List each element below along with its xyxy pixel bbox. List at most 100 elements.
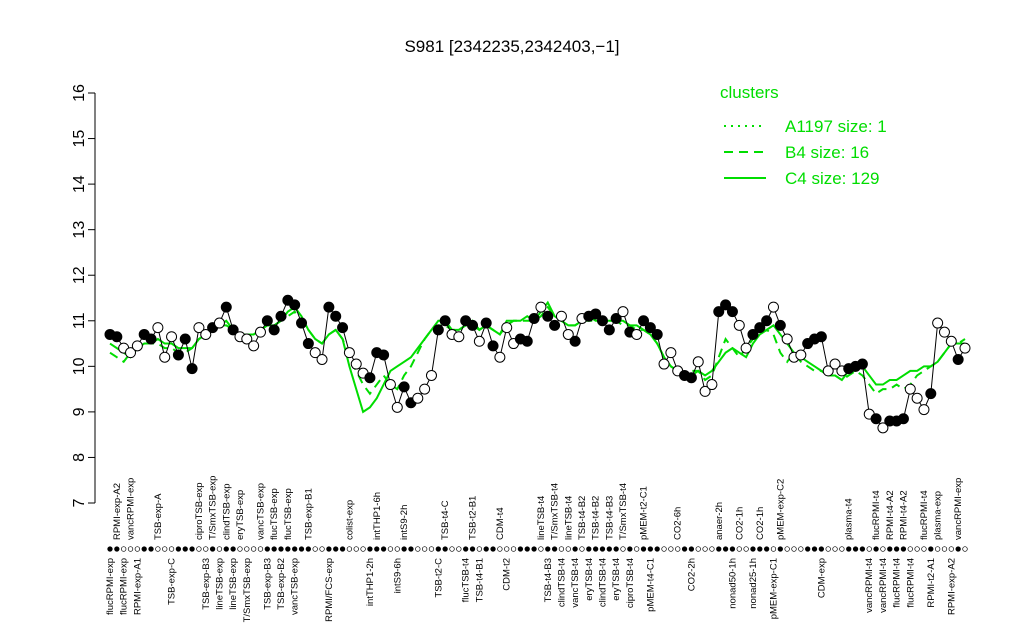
- x-tick-label: TSB-t4-B3: [543, 558, 554, 602]
- rug-dot: [483, 546, 489, 552]
- rug-dot: [688, 546, 695, 552]
- point: [241, 333, 253, 345]
- chart-title: S981 [2342235,2342403,−1]: [404, 37, 619, 56]
- point: [542, 310, 554, 322]
- point: [596, 315, 608, 327]
- x-tick-label: TSB-t4-B2: [577, 496, 588, 540]
- rug-dot: [148, 546, 154, 552]
- x-tick-label: T/SmxTSB-exp: [242, 558, 253, 622]
- point: [959, 342, 971, 354]
- x-tick-label: CDM-exp: [816, 558, 827, 598]
- x-tick-label: flucRPMI-t4: [919, 490, 930, 540]
- point: [378, 349, 390, 361]
- x-tick-label: vancRPMI-t4: [878, 558, 889, 613]
- legend-label: B4 size: 16: [785, 143, 869, 162]
- x-tick-label: plasma-exp: [933, 491, 944, 540]
- rug-dot: [586, 546, 592, 552]
- rug-dot: [449, 546, 455, 552]
- y-tick-label: 8: [71, 453, 88, 462]
- rug-dot: [401, 546, 407, 552]
- rug-dot: [442, 546, 448, 552]
- point: [740, 342, 752, 354]
- rug-dot: [326, 546, 332, 552]
- x-tick-label: CO2-6h: [673, 507, 684, 540]
- point: [350, 358, 362, 370]
- rug-dot: [599, 546, 606, 552]
- rug-dot: [203, 546, 209, 552]
- point: [815, 331, 827, 343]
- x-tick-label: lineTSB-t4: [536, 496, 547, 540]
- x-tick-label: TSB-t4-B2: [591, 496, 602, 540]
- point: [569, 335, 581, 347]
- point: [398, 381, 410, 393]
- point: [774, 319, 786, 331]
- point: [432, 324, 444, 336]
- rug-dot: [353, 546, 359, 552]
- point: [337, 322, 349, 334]
- point: [897, 413, 909, 425]
- rug-dot: [469, 546, 476, 552]
- rug-dot: [880, 546, 886, 552]
- rug-dot: [763, 546, 770, 552]
- rug-dot: [134, 546, 141, 552]
- rug-dot: [230, 546, 236, 552]
- y-tick-label: 9: [71, 407, 88, 416]
- point: [186, 363, 198, 375]
- point: [261, 315, 273, 327]
- rug-dot: [572, 546, 578, 552]
- rug-dot: [244, 546, 250, 552]
- x-tick-label: CO2-2h: [686, 558, 697, 591]
- x-tick-label: vancRPMI-t4: [864, 558, 875, 613]
- x-tick-label: CO2-1h: [734, 507, 745, 540]
- x-tick-label: RPMI-t2-A1: [926, 558, 937, 608]
- rug-dot: [825, 546, 831, 552]
- y-tick-label: 12: [71, 266, 88, 284]
- rug-dot: [722, 546, 729, 552]
- x-tick-label: lineTSB-t4: [563, 496, 574, 540]
- x-tick-label: RPMI-t4-A2: [898, 490, 909, 540]
- point: [425, 369, 437, 381]
- rug-dot: [606, 546, 612, 552]
- point: [343, 347, 355, 359]
- x-tick-label: T/SmxTSB-exp: [208, 476, 219, 540]
- x-tick-label: pMEM-t2-C1: [639, 486, 650, 540]
- rug-dot: [360, 546, 366, 552]
- point: [453, 331, 465, 343]
- x-tick-label: intTHP1-2h: [365, 558, 376, 606]
- point: [166, 331, 178, 343]
- point: [877, 422, 889, 434]
- rug-dot: [681, 546, 688, 552]
- rug-dot: [579, 546, 585, 552]
- rug-dot: [784, 546, 790, 552]
- rug-dot: [805, 546, 811, 552]
- x-tick-label: ciproTSB-exp: [194, 482, 205, 540]
- x-tick-label: flucTSB-t4: [461, 558, 472, 602]
- rug-dot: [408, 546, 414, 552]
- point: [131, 340, 143, 352]
- point: [289, 299, 301, 311]
- point: [480, 317, 492, 329]
- rug-dot: [223, 546, 229, 552]
- x-tick-label: lineTSB-exp: [214, 558, 225, 610]
- x-tick-label: flucRPMI-t4: [892, 558, 903, 608]
- x-tick-label: flucTSB-exp: [269, 488, 280, 540]
- x-tick-label: colist-exp: [344, 500, 355, 540]
- rug-dot: [415, 546, 421, 552]
- x-tick-label: lineTSB-exp: [228, 558, 239, 610]
- rug-dot: [592, 546, 599, 552]
- point: [227, 324, 239, 336]
- legend-label: C4 size: 129: [785, 169, 880, 188]
- rug-dot: [107, 546, 113, 552]
- rug-dot: [620, 546, 626, 552]
- x-tick-label: T/SmxTSB-t4: [618, 483, 629, 540]
- point: [172, 349, 184, 361]
- point: [419, 383, 431, 395]
- point: [658, 358, 670, 370]
- x-tick-label: flucRPMI-exp: [105, 558, 116, 615]
- point: [330, 310, 342, 322]
- point: [494, 351, 506, 363]
- x-tick-label: TSB-t2-B1: [468, 496, 479, 540]
- rug-dot: [839, 546, 845, 552]
- rug-dot: [551, 546, 558, 552]
